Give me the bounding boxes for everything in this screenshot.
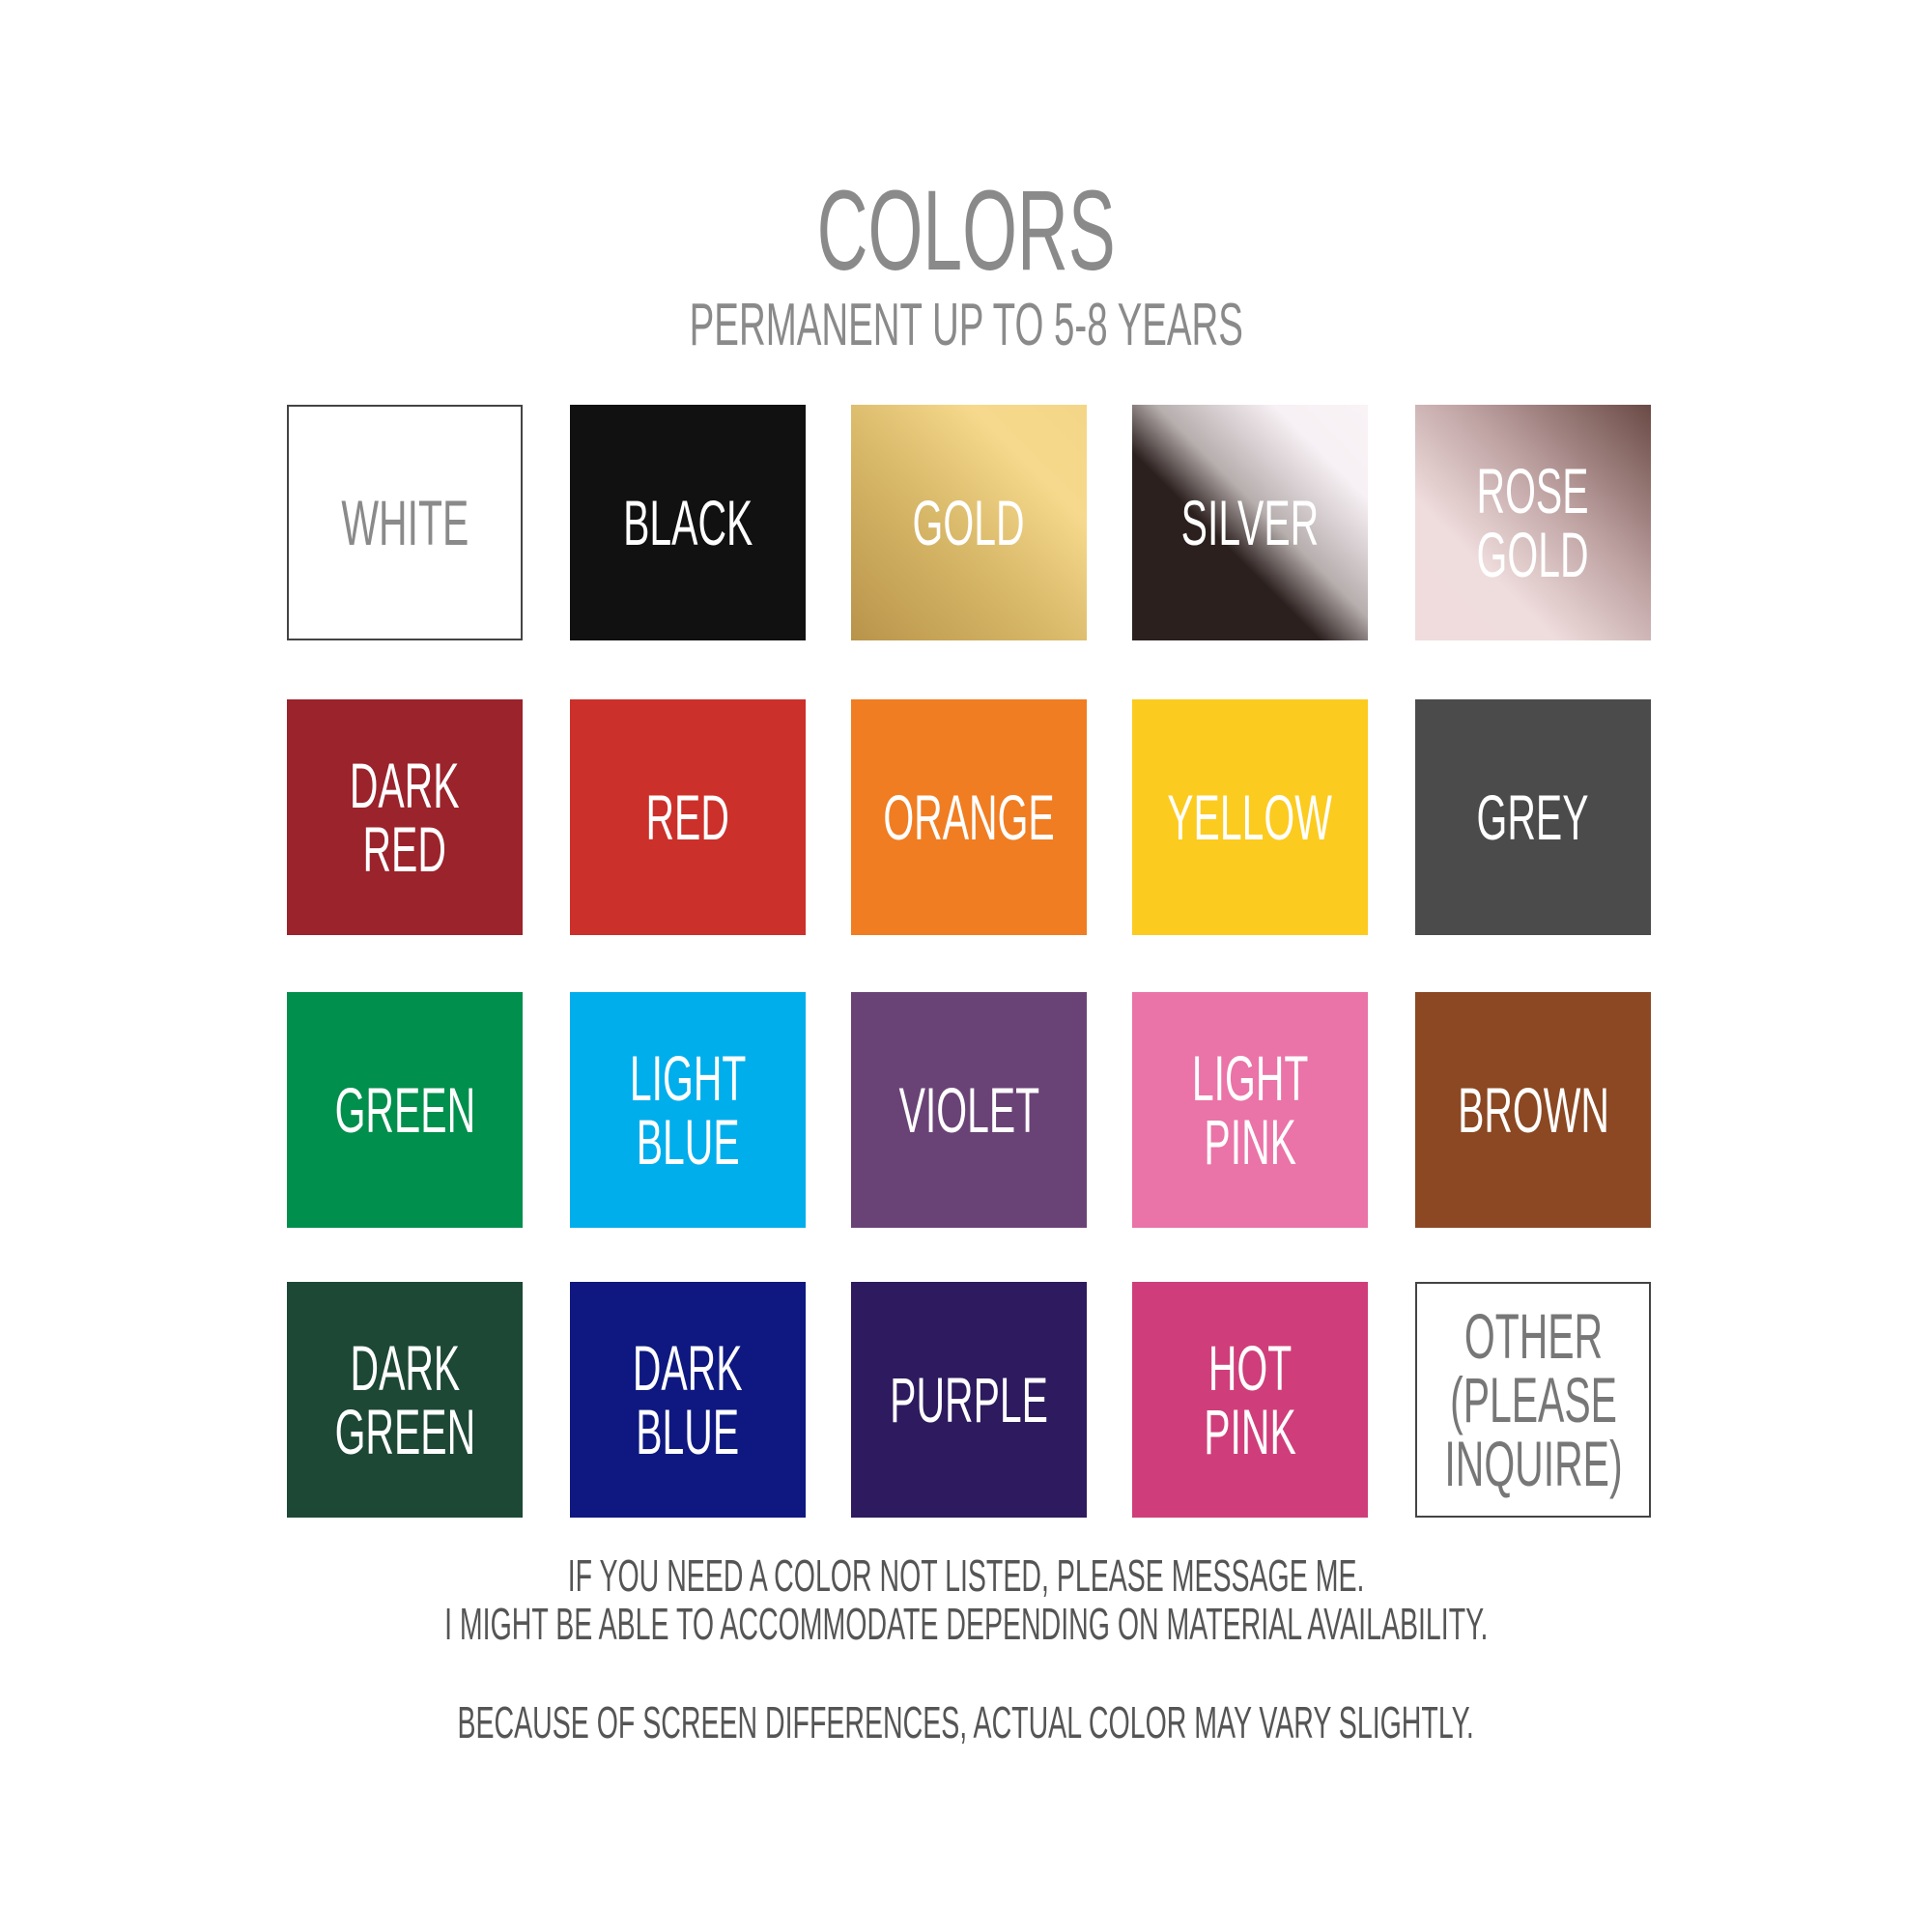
color-swatch-brown: BROWN xyxy=(1415,992,1651,1228)
swatch-label: HOT PINK xyxy=(1204,1332,1296,1467)
color-swatch-dark-blue: DARK BLUE xyxy=(570,1282,806,1518)
swatch-label: SILVER xyxy=(1180,487,1320,558)
page-subtitle: PERMANENT UP TO 5-8 YEARS xyxy=(0,296,1932,355)
color-swatch-yellow: YELLOW xyxy=(1132,699,1368,935)
color-swatch-orange: ORANGE xyxy=(851,699,1087,935)
swatch-label: DARK GREEN xyxy=(334,1332,475,1467)
swatch-label: BLACK xyxy=(622,487,753,558)
color-swatch-light-pink: LIGHT PINK xyxy=(1132,992,1368,1228)
swatch-label: LIGHT BLUE xyxy=(629,1042,747,1178)
footer-note-2-text: I MIGHT BE ABLE TO ACCOMMODATE DEPENDING… xyxy=(443,1599,1489,1649)
color-swatch-grey: GREY xyxy=(1415,699,1651,935)
color-swatch-hot-pink: HOT PINK xyxy=(1132,1282,1368,1518)
swatch-label: BROWN xyxy=(1457,1074,1609,1146)
color-swatch-light-blue: LIGHT BLUE xyxy=(570,992,806,1228)
color-swatch-gold: GOLD xyxy=(851,405,1087,640)
swatch-label: YELLOW xyxy=(1167,781,1333,853)
footer-note-2: I MIGHT BE ABLE TO ACCOMMODATE DEPENDING… xyxy=(0,1602,1932,1646)
color-swatch-silver: SILVER xyxy=(1132,405,1368,640)
color-swatch-red: RED xyxy=(570,699,806,935)
swatch-label: GREEN xyxy=(334,1074,475,1146)
swatch-label: ROSE GOLD xyxy=(1477,455,1589,590)
swatch-label: VIOLET xyxy=(898,1074,1039,1146)
subtitle-text: PERMANENT UP TO 5-8 YEARS xyxy=(689,292,1243,358)
swatch-label: GOLD xyxy=(913,487,1025,558)
swatch-label: LIGHT PINK xyxy=(1191,1042,1309,1178)
swatch-label: WHITE xyxy=(341,487,469,558)
color-swatch-black: BLACK xyxy=(570,405,806,640)
swatch-label: RED xyxy=(645,781,730,853)
page-title: COLORS xyxy=(0,174,1932,288)
swatch-label: OTHER (PLEASE INQUIRE) xyxy=(1443,1300,1623,1499)
footer-note-3-text: BECAUSE OF SCREEN DIFFERENCES, ACTUAL CO… xyxy=(457,1697,1475,1747)
swatch-label: PURPLE xyxy=(890,1364,1048,1435)
title-text: COLORS xyxy=(816,167,1116,295)
color-swatch-violet: VIOLET xyxy=(851,992,1087,1228)
swatch-label: ORANGE xyxy=(883,781,1055,853)
color-swatch-white: WHITE xyxy=(287,405,523,640)
swatch-label: DARK RED xyxy=(350,750,460,885)
color-swatch-dark-red: DARK RED xyxy=(287,699,523,935)
color-swatch-other-please-inquire: OTHER (PLEASE INQUIRE) xyxy=(1415,1282,1651,1518)
swatch-label: GREY xyxy=(1477,781,1589,853)
color-swatch-dark-green: DARK GREEN xyxy=(287,1282,523,1518)
footer-note-1: IF YOU NEED A COLOR NOT LISTED, PLEASE M… xyxy=(0,1553,1932,1598)
footer-note-1-text: IF YOU NEED A COLOR NOT LISTED, PLEASE M… xyxy=(567,1550,1365,1601)
color-swatch-purple: PURPLE xyxy=(851,1282,1087,1518)
swatch-label: DARK BLUE xyxy=(633,1332,743,1467)
color-swatch-rose-gold: ROSE GOLD xyxy=(1415,405,1651,640)
color-swatch-green: GREEN xyxy=(287,992,523,1228)
footer-note-3: BECAUSE OF SCREEN DIFFERENCES, ACTUAL CO… xyxy=(0,1700,1932,1745)
